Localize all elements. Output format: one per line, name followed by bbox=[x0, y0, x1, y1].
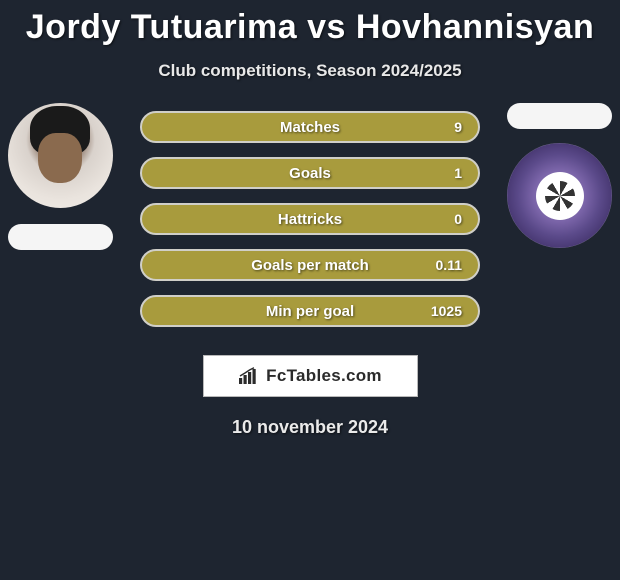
subtitle: Club competitions, Season 2024/2025 bbox=[0, 61, 620, 81]
player-left-column bbox=[8, 103, 113, 250]
brand-text: FcTables.com bbox=[266, 366, 382, 386]
stat-row-hattricks: Hattricks 0 bbox=[140, 203, 480, 235]
stat-value: 1025 bbox=[431, 303, 462, 319]
player-right-flag-pill bbox=[507, 103, 612, 129]
page-title: Jordy Tutuarima vs Hovhannisyan bbox=[0, 0, 620, 47]
stat-row-min-per-goal: Min per goal 1025 bbox=[140, 295, 480, 327]
stats-list: Matches 9 Goals 1 Hattricks 0 Goals per … bbox=[140, 111, 480, 327]
date-text: 10 november 2024 bbox=[0, 417, 620, 438]
player-right-club-badge bbox=[507, 143, 612, 248]
stat-label: Goals per match bbox=[251, 257, 369, 274]
stat-label: Hattricks bbox=[278, 211, 342, 228]
stat-row-matches: Matches 9 bbox=[140, 111, 480, 143]
stat-row-goals-per-match: Goals per match 0.11 bbox=[140, 249, 480, 281]
comparison-content: Matches 9 Goals 1 Hattricks 0 Goals per … bbox=[0, 111, 620, 438]
stat-label: Matches bbox=[280, 119, 340, 136]
player-left-avatar bbox=[8, 103, 113, 208]
stat-value: 1 bbox=[454, 165, 462, 181]
player-right-column bbox=[507, 103, 612, 248]
stat-label: Goals bbox=[289, 165, 331, 182]
player-left-flag-pill bbox=[8, 224, 113, 250]
stat-value: 0.11 bbox=[436, 257, 462, 273]
stat-value: 9 bbox=[454, 119, 462, 135]
brand-watermark: FcTables.com bbox=[203, 355, 418, 397]
stat-value: 0 bbox=[454, 211, 462, 227]
bar-chart-icon bbox=[238, 367, 260, 385]
stat-row-goals: Goals 1 bbox=[140, 157, 480, 189]
stat-label: Min per goal bbox=[266, 303, 354, 320]
